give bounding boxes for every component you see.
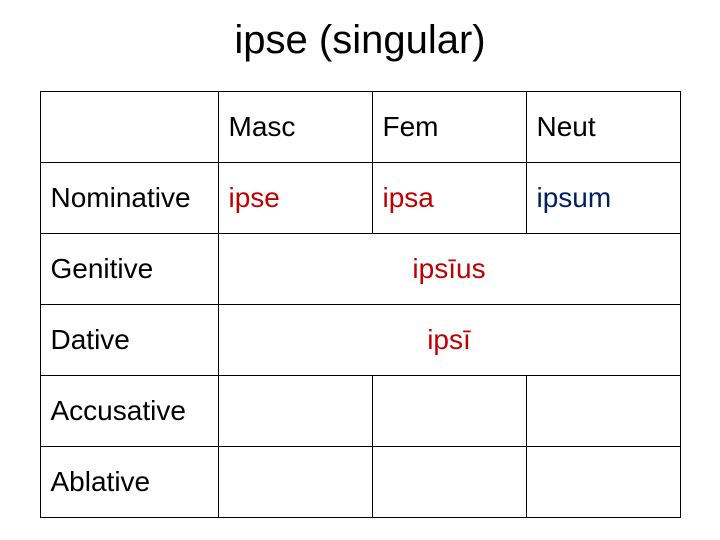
cell-nom-neut: ipsum [526,163,680,234]
cell-acc-fem [372,376,526,447]
row-label-genitive: Genitive [40,234,218,305]
header-masc: Masc [218,92,372,163]
declension-table: Masc Fem Neut Nominative ipse ipsa ipsum… [40,91,681,518]
table-row: Ablative [40,447,680,518]
table-row: Accusative [40,376,680,447]
cell-nom-masc: ipse [218,163,372,234]
row-label-dative: Dative [40,305,218,376]
table-row: Masc Fem Neut [40,92,680,163]
row-label-nominative: Nominative [40,163,218,234]
cell-abl-neut [526,447,680,518]
table-row: Nominative ipse ipsa ipsum [40,163,680,234]
cell-acc-neut [526,376,680,447]
cell-acc-masc [218,376,372,447]
cell-abl-fem [372,447,526,518]
row-label-accusative: Accusative [40,376,218,447]
header-neut: Neut [526,92,680,163]
cell-gen-merged: ipsīus [218,234,680,305]
table-row: Dative ipsī [40,305,680,376]
cell-abl-masc [218,447,372,518]
page-title: ipse (singular) [0,0,720,73]
cell-dat-merged: ipsī [218,305,680,376]
header-blank [40,92,218,163]
header-fem: Fem [372,92,526,163]
table-row: Genitive ipsīus [40,234,680,305]
cell-nom-fem: ipsa [372,163,526,234]
row-label-ablative: Ablative [40,447,218,518]
